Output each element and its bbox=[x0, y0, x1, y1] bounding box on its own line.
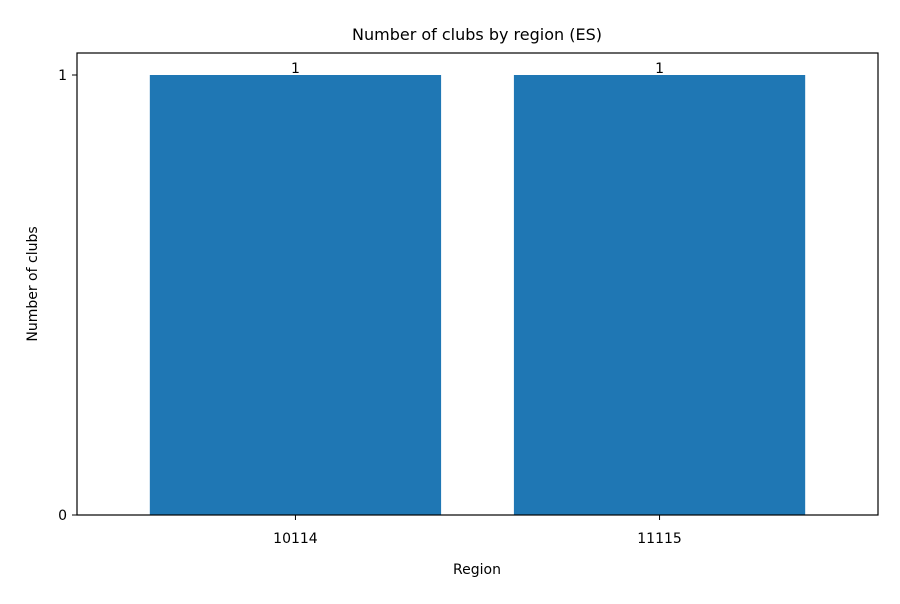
bars-layer bbox=[149, 75, 806, 515]
bar-11115 bbox=[513, 75, 806, 515]
y-tick-label-0: 0 bbox=[58, 508, 67, 524]
x-ticks-layer: 10114 11115 bbox=[273, 515, 682, 547]
x-axis-label: Region bbox=[453, 562, 501, 578]
y-tick-label-1: 1 bbox=[58, 68, 67, 84]
y-axis-label: Number of clubs bbox=[25, 226, 41, 341]
data-label-10114: 1 bbox=[291, 61, 300, 77]
data-label-11115: 1 bbox=[655, 61, 664, 77]
plot-frame bbox=[76, 52, 879, 516]
y-ticks-layer: 01 bbox=[58, 68, 77, 524]
chart-title: Number of clubs by region (ES) bbox=[352, 25, 602, 44]
x-tick-label-10114: 10114 bbox=[273, 531, 318, 547]
bar-10114 bbox=[149, 75, 442, 515]
x-tick-label-11115: 11115 bbox=[637, 531, 682, 547]
